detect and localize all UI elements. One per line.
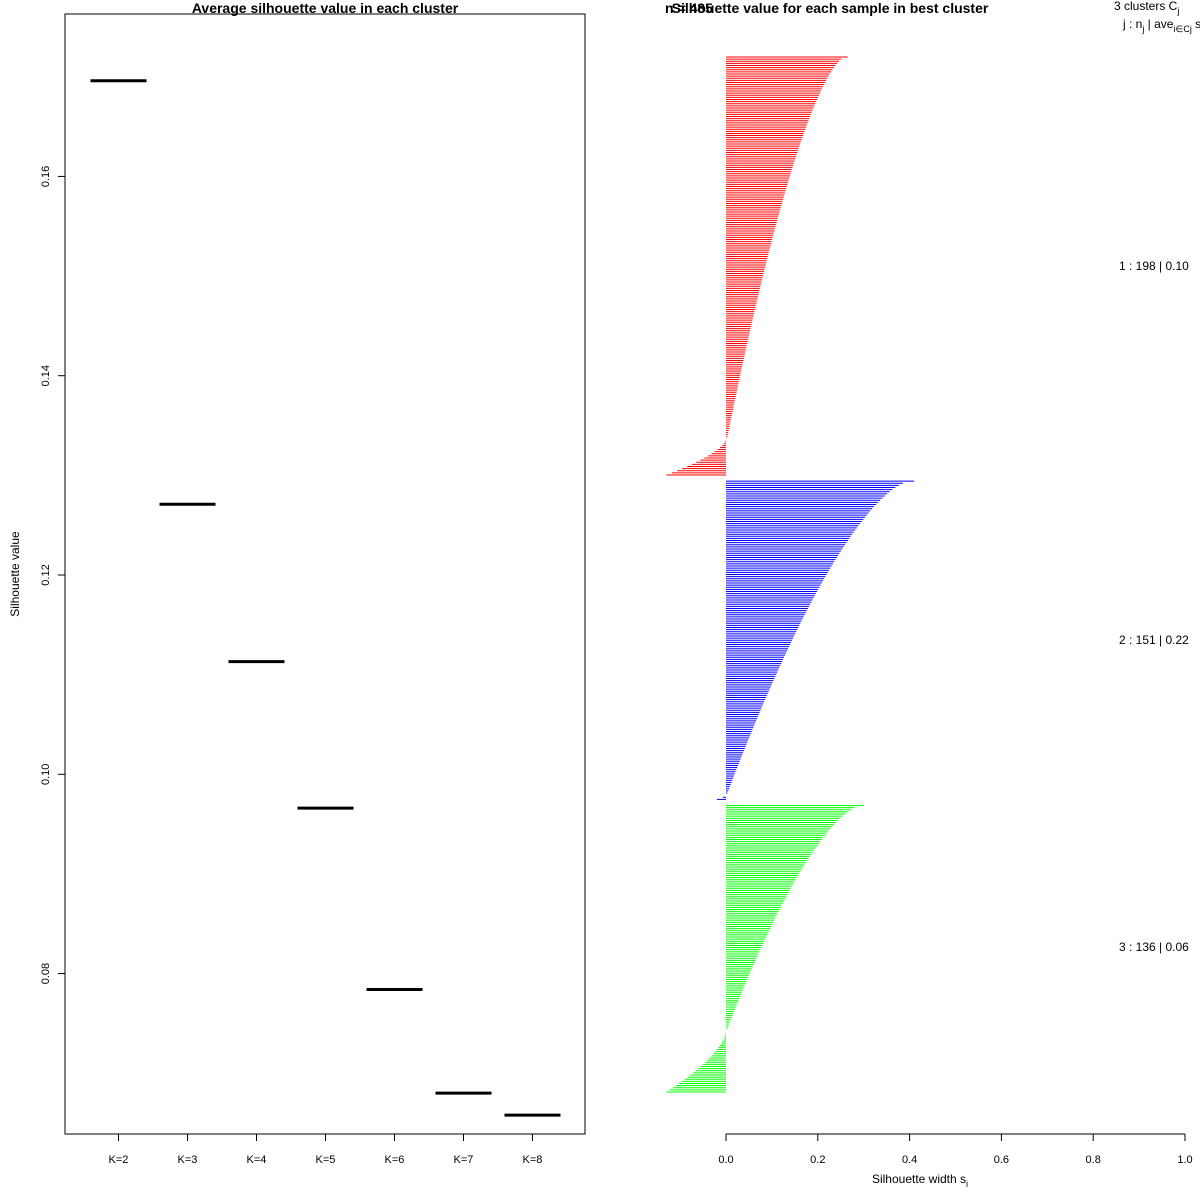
legend-header-2b: | ave <box>1144 17 1173 31</box>
legend-header-2-main: j : n <box>1122 17 1142 31</box>
legend-header-2b-sub: i∈Cj <box>1173 24 1191 34</box>
left-x-axis: K=2 K=3 K=4 K=5 K=6 K=7 K=8 <box>109 1133 543 1166</box>
left-y-tick-label: 0.10 <box>40 764 52 785</box>
legend-header-2-sub: j <box>1141 24 1144 34</box>
left-y-axis: 0.08 0.10 0.12 0.14 0.16 <box>40 166 65 984</box>
legend-header-2c: s <box>1192 17 1200 31</box>
legend-header-2: j : nj | avei∈Cj si <box>1122 17 1200 34</box>
right-chart-title: Silhouette value for each sample in best… <box>672 0 989 16</box>
left-x-tick-label: K=8 <box>523 1154 543 1166</box>
left-x-tick-label: K=5 <box>316 1154 336 1166</box>
silhouette-bars <box>666 56 915 1093</box>
legend-header-1-main: 3 clusters C <box>1114 0 1178 13</box>
right-x-axis: 0.0 0.2 0.4 0.6 0.8 1.0 <box>718 1133 1193 1166</box>
right-panel: n = 485 Silhouette value for each sample… <box>665 0 1200 1189</box>
cluster-1-label: 1 : 198 | 0.10 <box>1119 259 1189 273</box>
right-x-tick-label: 0.4 <box>902 1154 917 1166</box>
legend-header-1: 3 clusters Cj <box>1114 0 1179 16</box>
left-panel: Average silhouette value in each cluster… <box>8 0 586 1166</box>
left-y-tick-label: 0.08 <box>40 963 52 984</box>
right-x-tick-label: 0.6 <box>994 1154 1009 1166</box>
right-x-axis-label: Silhouette width si <box>872 1172 968 1189</box>
left-y-axis-label: Silhouette value <box>8 531 22 617</box>
cluster-3-label: 3 : 136 | 0.06 <box>1119 940 1189 954</box>
left-x-tick-label: K=6 <box>385 1154 405 1166</box>
left-y-tick-label: 0.16 <box>40 166 52 187</box>
left-x-tick-label: K=3 <box>178 1154 198 1166</box>
right-x-tick-label: 0.8 <box>1086 1154 1101 1166</box>
right-x-axis-label-main: Silhouette width s <box>872 1172 966 1186</box>
right-x-tick-label: 0.2 <box>810 1154 825 1166</box>
right-x-tick-label: 0.0 <box>718 1154 733 1166</box>
left-x-tick-label: K=4 <box>247 1154 267 1166</box>
right-x-tick-label: 1.0 <box>1177 1154 1192 1166</box>
right-x-axis-label-sub: i <box>966 1179 968 1189</box>
left-series <box>90 79 561 1117</box>
left-plot-frame <box>64 13 586 1135</box>
left-x-tick-label: K=7 <box>454 1154 474 1166</box>
left-y-tick-label: 0.12 <box>40 564 52 585</box>
left-chart-title: Average silhouette value in each cluster <box>192 0 459 16</box>
left-x-tick-label: K=2 <box>109 1154 129 1166</box>
cluster-2-label: 2 : 151 | 0.22 <box>1119 633 1189 647</box>
legend-header-1-sub: j <box>1176 6 1179 16</box>
right-chart-title-overlap: n = 485 <box>665 0 713 16</box>
left-y-tick-label: 0.14 <box>40 365 52 386</box>
